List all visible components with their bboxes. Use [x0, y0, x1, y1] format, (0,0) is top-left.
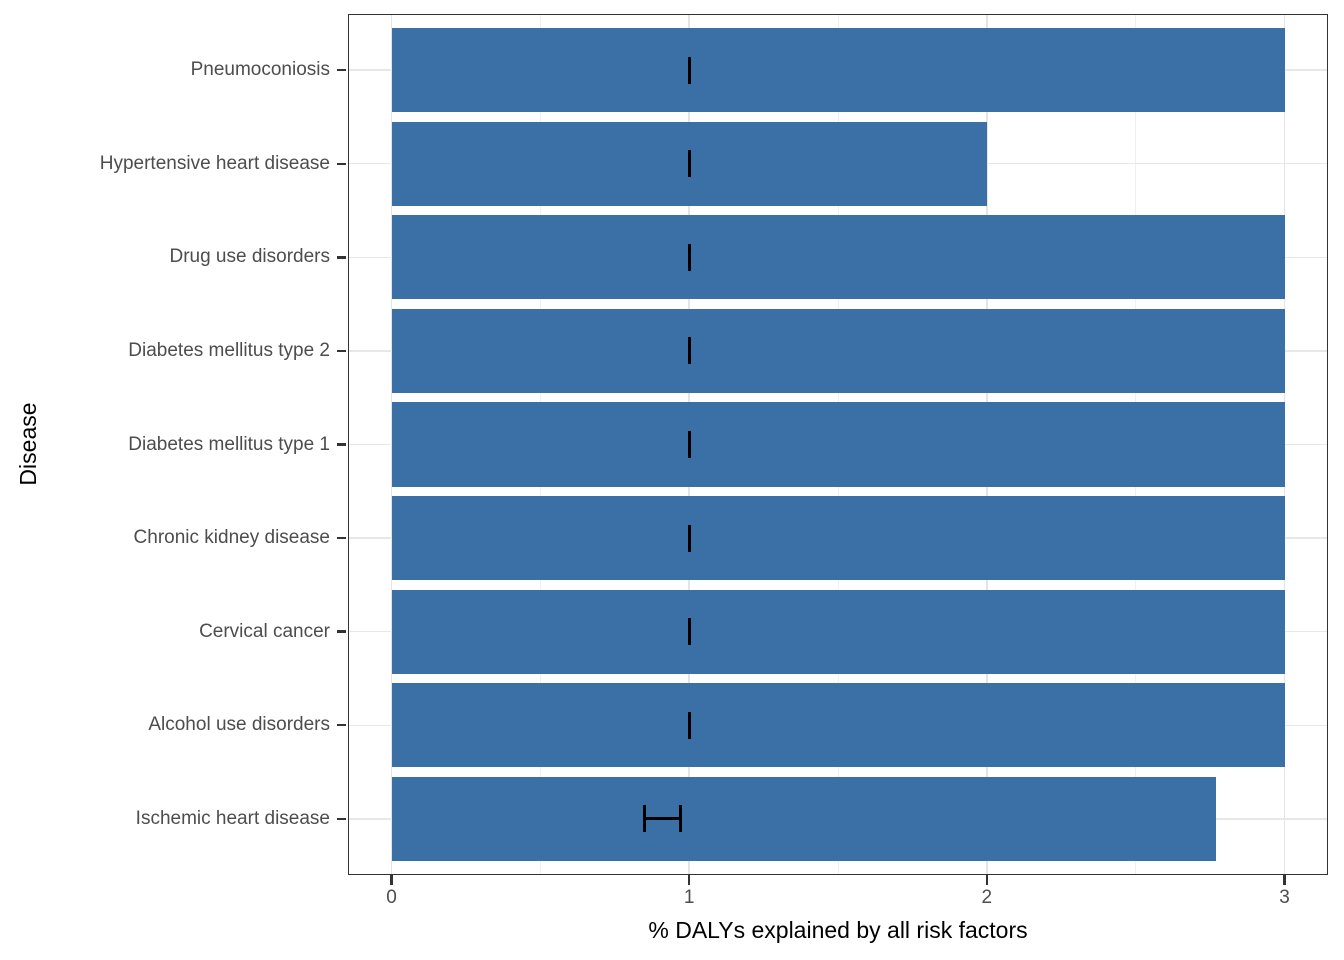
error-bar-cap: [687, 56, 691, 84]
x-tick: [687, 875, 691, 885]
error-bar-cap: [642, 805, 647, 833]
x-tick-label: 2: [981, 887, 993, 908]
y-tick: [337, 162, 346, 165]
bar: [391, 495, 1285, 581]
y-tick-label: Pneumoconiosis: [190, 59, 330, 81]
x-tick-label: 0: [386, 887, 397, 908]
bar: [391, 589, 1285, 674]
y-tick-label: Chronic kidney disease: [133, 527, 330, 549]
x-axis-title: % DALYs explained by all risk factors: [648, 917, 1028, 943]
y-tick-label: Ischemic heart disease: [135, 807, 330, 829]
y-tick: [337, 630, 346, 633]
y-tick: [337, 68, 346, 72]
x-tick-label: 3: [1279, 887, 1290, 908]
plot-panel: [348, 14, 1328, 875]
y-tick-label: Cervical cancer: [199, 620, 330, 642]
y-tick-label: Hypertensive heart disease: [99, 152, 330, 174]
bar: [391, 28, 1285, 113]
error-bar-line: [642, 817, 682, 821]
y-tick: [337, 724, 346, 727]
y-tick: [337, 536, 346, 540]
bar: [391, 776, 1217, 861]
y-tick-label: Diabetes mellitus type 2: [128, 339, 330, 361]
bar: [391, 215, 1285, 300]
x-tick: [985, 875, 989, 885]
y-tick: [337, 256, 346, 259]
x-tick-label: 1: [683, 887, 695, 908]
y-tick: [337, 817, 346, 821]
error-bar-cap: [678, 805, 682, 833]
bar: [391, 308, 1285, 394]
error-bar-cap: [687, 524, 691, 552]
y-tick-label: Drug use disorders: [169, 246, 330, 268]
y-tick: [337, 349, 346, 353]
x-tick: [390, 875, 393, 885]
x-tick: [1283, 875, 1286, 885]
error-bar-cap: [687, 150, 691, 178]
error-bar-cap: [687, 618, 691, 646]
error-bar-cap: [687, 431, 691, 458]
error-bar-cap: [687, 337, 691, 365]
y-tick-label: Alcohol use disorders: [148, 714, 330, 736]
bar: [391, 402, 1285, 487]
y-tick: [337, 443, 346, 446]
error-bar-cap: [687, 711, 691, 739]
error-bar-cap: [687, 243, 691, 271]
bar: [391, 683, 1285, 768]
y-tick-label: Diabetes mellitus type 1: [128, 433, 330, 455]
